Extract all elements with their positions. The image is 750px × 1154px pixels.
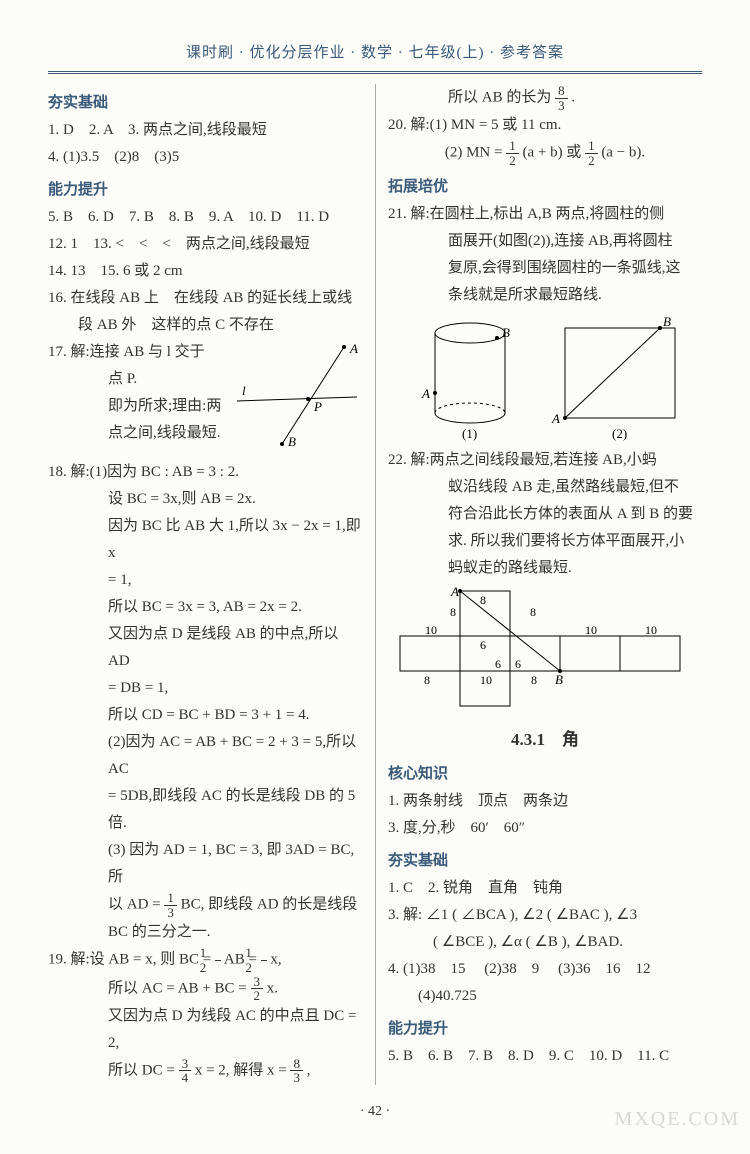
answer-22e: 蚂蚁走的路线最短. <box>388 555 702 582</box>
answer-19a: 19. 解:设 AB = x, 则 BC = 12 AB = 12 x, <box>48 946 362 974</box>
fraction-8-3: 83 <box>290 1057 303 1085</box>
watermark: MXQE.COM <box>615 1101 740 1137</box>
answer-16b: 段 AB 外 这样的点 C 不存在 <box>48 312 362 339</box>
base-3a: 3. 解: ∠1 ( ∠BCA ), ∠2 ( ∠BAC ), ∠3 <box>388 902 702 929</box>
answer-22b: 蚁沿线段 AB 走,虽然路线最短,但不 <box>388 474 702 501</box>
svg-text:(1): (1) <box>462 426 477 441</box>
answer-21a: 21. 解:在圆柱上,标出 A,B 两点,将圆柱的侧 <box>388 201 702 228</box>
answer-19b: 所以 AC = AB + BC = 32 x. <box>48 975 362 1003</box>
answer-22d: 求. 所以我们要将长方体平面展开,小 <box>388 528 702 555</box>
section-extension: 拓展培优 <box>388 174 702 201</box>
answer-19e: 所以 AB 的长为 83 . <box>388 84 702 112</box>
fraction-1-2a: 12 <box>215 946 221 974</box>
answers-14-15: 14. 13 15. 6 或 2 cm <box>48 258 362 285</box>
answer-18i-end: BC 的三分之一. <box>48 919 362 946</box>
figure-17: A B P l <box>232 339 362 459</box>
core-3: 3. 度,分,秒 60′ 60″ <box>388 815 702 842</box>
base-3b: ( ∠BCE ), ∠α ( ∠B ), ∠BAD. <box>388 929 702 956</box>
fraction-8-3b: 83 <box>555 84 568 112</box>
page-number: · 42 · <box>48 1099 702 1124</box>
figure-21: A B (1) A B (2) <box>388 313 702 443</box>
answer-21b: 面展开(如图(2)),连接 AB,再将圆柱 <box>388 228 702 255</box>
answer-18d: 所以 BC = 3x = 3, AB = 2x = 2. <box>48 594 362 621</box>
answer-18c: 因为 BC 比 AB 大 1,所以 3x − 2x = 1,即 x <box>48 513 362 567</box>
answer-18f: 所以 CD = BC + BD = 3 + 1 = 4. <box>48 702 362 729</box>
answer-18b: 设 BC = 3x,则 AB = 2x. <box>48 486 362 513</box>
page-title: 课时刷 · 优化分层作业 · 数学 · 七年级(上) · 参考答案 <box>48 40 702 67</box>
svg-text:8: 8 <box>530 605 536 619</box>
svg-text:8: 8 <box>531 673 537 687</box>
answer-21c: 复原,会得到围绕圆柱的一条弧线,这 <box>388 255 702 282</box>
svg-text:A: A <box>421 386 430 401</box>
svg-text:10: 10 <box>585 623 597 637</box>
ability-5-11: 5. B 6. B 7. B 8. D 9. C 10. D 11. C <box>388 1043 702 1070</box>
fig17-label-l: l <box>242 383 246 398</box>
section-core: 核心知识 <box>388 761 702 788</box>
content-columns: 夯实基础 1. D 2. A 3. 两点之间,线段最短 4. (1)3.5 (2… <box>48 84 702 1085</box>
svg-text:B: B <box>555 672 563 687</box>
answers-12-13: 12. 1 13. < < < 两点之间,线段最短 <box>48 231 362 258</box>
section-ability: 能力提升 <box>48 177 362 204</box>
answers-1-3: 1. D 2. A 3. 两点之间,线段最短 <box>48 117 362 144</box>
section-ability-2: 能力提升 <box>388 1016 702 1043</box>
answers-5-11: 5. B 6. D 7. B 8. B 9. A 10. D 11. D <box>48 204 362 231</box>
svg-text:8: 8 <box>450 605 456 619</box>
svg-text:6: 6 <box>515 657 521 671</box>
svg-text:A: A <box>551 411 560 426</box>
svg-text:A: A <box>450 586 459 599</box>
fraction-3-2: 32 <box>251 975 264 1003</box>
fig17-label-p: P <box>313 399 322 414</box>
answer-22a: 22. 解:两点之间线段最短,若连接 AB,小蚂 <box>388 447 702 474</box>
figure-22: A B 8 8 8 10 6 6 6 10 10 8 10 8 <box>388 586 702 711</box>
fraction-3-4: 34 <box>179 1057 192 1085</box>
svg-text:6: 6 <box>495 657 501 671</box>
svg-text:10: 10 <box>480 673 492 687</box>
header-rule <box>48 71 702 74</box>
answer-18g2: = 5DB,即线段 AC 的长是线段 DB 的 5 倍. <box>48 783 362 837</box>
answer-20b: (2) MN = 12 (a + b) 或 12 (a − b). <box>388 139 702 167</box>
answer-4: 4. (1)3.5 (2)8 (3)5 <box>48 144 362 171</box>
answer-18a: 18. 解:(1)因为 BC : AB = 3 : 2. <box>48 459 362 486</box>
svg-text:6: 6 <box>480 638 486 652</box>
svg-text:(2): (2) <box>612 426 627 441</box>
answer-18e: 又因为点 D 是线段 AB 的中点,所以 AD <box>48 621 362 675</box>
answer-18g: (2)因为 AC = AB + BC = 2 + 3 = 5,所以 AC <box>48 729 362 783</box>
answer-18h: (3) 因为 AD = 1, BC = 3, 即 3AD = BC, 所 <box>48 837 362 891</box>
section-foundation-2: 夯实基础 <box>388 848 702 875</box>
answer-21d: 条线就是所求最短路线. <box>388 282 702 309</box>
svg-text:B: B <box>663 314 671 329</box>
answer-18c2: = 1, <box>48 567 362 594</box>
svg-text:10: 10 <box>645 623 657 637</box>
answer-18i: 以 AD = 13 BC, 即线段 AD 的长是线段 <box>48 891 362 919</box>
base-4a: 4. (1)38 15 (2)38 9 (3)36 16 12 <box>388 956 702 983</box>
svg-text:8: 8 <box>480 593 486 607</box>
base-4b: (4)40.725 <box>388 983 702 1010</box>
answer-16a: 16. 在线段 AB 上 在线段 AB 的延长线上或线 <box>48 285 362 312</box>
fig17-label-a: A <box>349 341 358 356</box>
answer-20a: 20. 解:(1) MN = 5 或 11 cm. <box>388 112 702 139</box>
answer-19d: 所以 DC = 34 x = 2, 解得 x = 83 , <box>48 1057 362 1085</box>
fraction-1-3: 13 <box>164 891 177 919</box>
answer-19c: 又因为点 D 为线段 AC 的中点且 DC = 2, <box>48 1003 362 1057</box>
base-1: 1. C 2. 锐角 直角 钝角 <box>388 875 702 902</box>
answer-18e2: = DB = 1, <box>48 675 362 702</box>
svg-text:B: B <box>502 325 510 340</box>
svg-text:8: 8 <box>424 673 430 687</box>
fraction-1-2b: 12 <box>261 946 267 974</box>
svg-text:10: 10 <box>425 623 437 637</box>
section-foundation: 夯实基础 <box>48 90 362 117</box>
core-1: 1. 两条射线 顶点 两条边 <box>388 788 702 815</box>
section-4-3-1: 4.3.1 角 <box>388 725 702 756</box>
fig17-label-b: B <box>288 434 296 449</box>
answer-22c: 符合沿此长方体的表面从 A 到 B 的要 <box>388 501 702 528</box>
question-17: A B P l 17. 解:连接 AB 与 l 交于 点 P. 即为所求;理由:… <box>48 339 362 459</box>
